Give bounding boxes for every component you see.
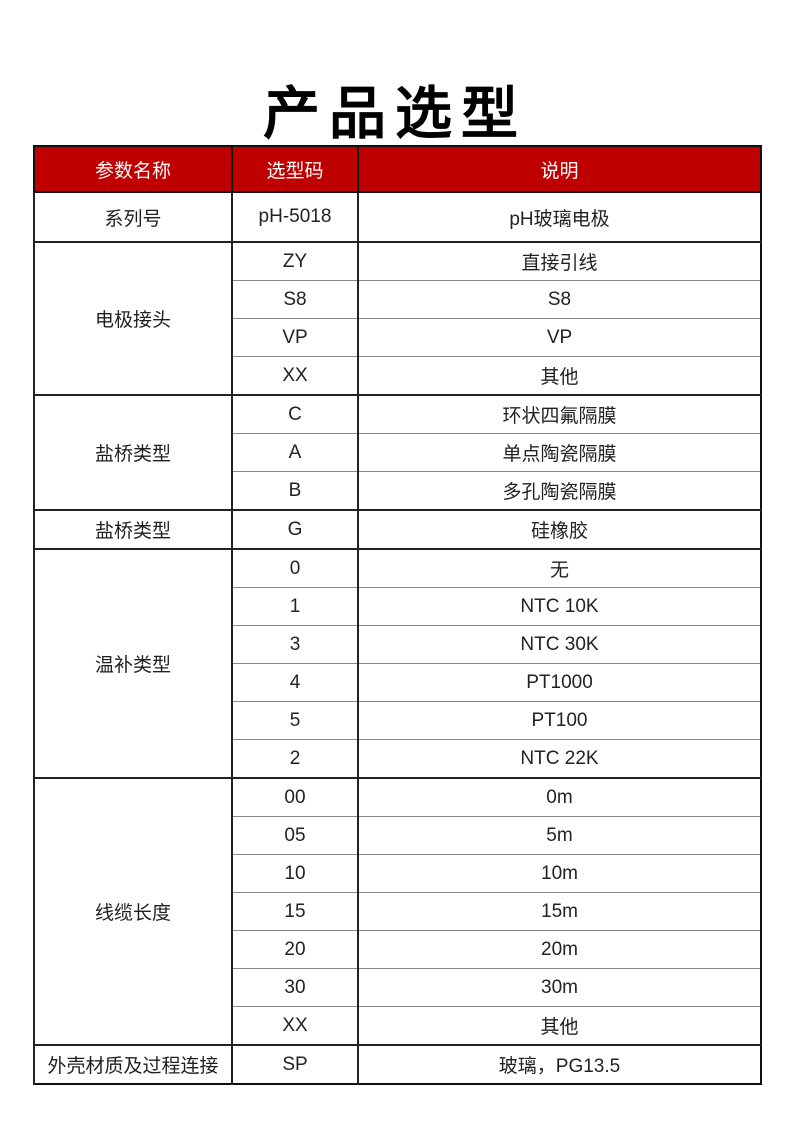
selection-code-cell: 10 — [231, 854, 358, 893]
table-row: S8 S8 — [34, 280, 761, 319]
description-cell: pH玻璃电极 — [357, 191, 761, 242]
description-cell: 环状四氟隔膜 — [357, 394, 761, 434]
selection-code-cell: 15 — [231, 892, 358, 931]
table-row: 线缆长度 00 0m — [33, 777, 761, 1045]
param-name-cell: 系列号 — [33, 191, 232, 242]
header-cell-selection-code: 选型码 — [231, 146, 358, 193]
selection-code-cell: XX — [231, 356, 358, 395]
table-row: 外壳材质及过程连接 SP 玻璃，PG13.5 — [33, 1044, 761, 1084]
selection-code-cell: XX — [231, 1006, 358, 1045]
selection-code-cell: 3 — [231, 625, 358, 664]
table-row: XX 其他 — [34, 356, 761, 395]
description-cell: 0m — [357, 777, 761, 817]
table-row: 2 NTC 22K — [34, 739, 761, 778]
header-row: 参数名称 选型码 说明 — [33, 146, 761, 193]
selection-code-cell: G — [231, 509, 358, 549]
table-row: 5 PT100 — [34, 701, 761, 740]
selection-table-body: 系列号 pH-5018 pH玻璃电极 电极接头 ZY 直接引线 S8 S8 VP VP XX 其他 盐桥… — [33, 191, 761, 1084]
table-row: 3 NTC 30K — [34, 625, 761, 664]
table-row: 电极接头 ZY 直接引线 — [33, 241, 761, 395]
table-row: 系列号 pH-5018 pH玻璃电极 — [33, 191, 761, 242]
selection-code-cell: B — [231, 471, 358, 510]
description-cell: 其他 — [357, 356, 761, 395]
selection-code-cell: VP — [231, 318, 358, 357]
description-cell: 硅橡胶 — [357, 509, 761, 549]
table-row: XX 其他 — [34, 1006, 761, 1045]
param-name-cell: 外壳材质及过程连接 — [33, 1044, 232, 1084]
table-row: 盐桥类型 C 环状四氟隔膜 — [33, 394, 761, 510]
description-cell: 无 — [357, 548, 761, 588]
selection-code-cell: ZY — [231, 241, 358, 281]
description-cell: 其他 — [357, 1006, 761, 1045]
header-cell-description: 说明 — [357, 146, 761, 193]
table-row: 温补类型 0 无 — [33, 548, 761, 778]
table-row: 10 10m — [34, 854, 761, 893]
table-row: 4 PT1000 — [34, 663, 761, 702]
description-cell: NTC 30K — [357, 625, 761, 664]
selection-code-cell: 2 — [231, 739, 358, 778]
param-name-cell: 温补类型 — [33, 548, 232, 778]
description-cell: NTC 10K — [357, 587, 761, 626]
selection-code-cell: C — [231, 394, 358, 434]
table-row: A 单点陶瓷隔膜 — [34, 433, 761, 472]
selection-code-cell: 30 — [231, 968, 358, 1007]
table-row: 05 5m — [34, 816, 761, 855]
table-row: VP VP — [34, 318, 761, 357]
description-cell: PT100 — [357, 701, 761, 740]
header-cell-param-name: 参数名称 — [33, 146, 232, 193]
selection-code-cell: 05 — [231, 816, 358, 855]
table-row: 盐桥类型 G 硅橡胶 — [33, 509, 761, 549]
selection-code-cell: 4 — [231, 663, 358, 702]
param-name-cell: 电极接头 — [33, 241, 232, 395]
selection-code-cell: A — [231, 433, 358, 472]
param-name-cell: 盐桥类型 — [33, 394, 232, 510]
selection-code-cell: 0 — [231, 548, 358, 588]
description-cell: 多孔陶瓷隔膜 — [357, 471, 761, 510]
table-row: 15 15m — [34, 892, 761, 931]
param-name-cell: 盐桥类型 — [33, 509, 232, 549]
selection-code-cell: 00 — [231, 777, 358, 817]
table-row: 30 30m — [34, 968, 761, 1007]
selection-code-cell: SP — [231, 1044, 358, 1084]
description-cell: PT1000 — [357, 663, 761, 702]
description-cell: 15m — [357, 892, 761, 931]
description-cell: VP — [357, 318, 761, 357]
description-cell: 10m — [357, 854, 761, 893]
description-cell: 20m — [357, 930, 761, 969]
description-cell: 玻璃，PG13.5 — [357, 1044, 761, 1084]
selection-code-cell: 1 — [231, 587, 358, 626]
table-row: B 多孔陶瓷隔膜 — [34, 471, 761, 510]
description-cell: 单点陶瓷隔膜 — [357, 433, 761, 472]
description-cell: 5m — [357, 816, 761, 855]
param-name-cell: 线缆长度 — [33, 777, 232, 1045]
selection-code-cell: S8 — [231, 280, 358, 319]
description-cell: NTC 22K — [357, 739, 761, 778]
table-row: 20 20m — [34, 930, 761, 969]
description-cell: S8 — [357, 280, 761, 319]
page-title: 产品选型 — [263, 82, 527, 147]
selection-code-cell: 20 — [231, 930, 358, 969]
product-selection-table: 参数名称 选型码 说明 系列号 pH-5018 pH玻璃电极 电极接头 ZY 直接引线 S8… — [33, 145, 762, 1085]
selection-code-cell: 5 — [231, 701, 358, 740]
description-cell: 直接引线 — [357, 241, 761, 281]
table-row: 1 NTC 10K — [34, 587, 761, 626]
selection-code-cell: pH-5018 — [231, 191, 358, 242]
description-cell: 30m — [357, 968, 761, 1007]
